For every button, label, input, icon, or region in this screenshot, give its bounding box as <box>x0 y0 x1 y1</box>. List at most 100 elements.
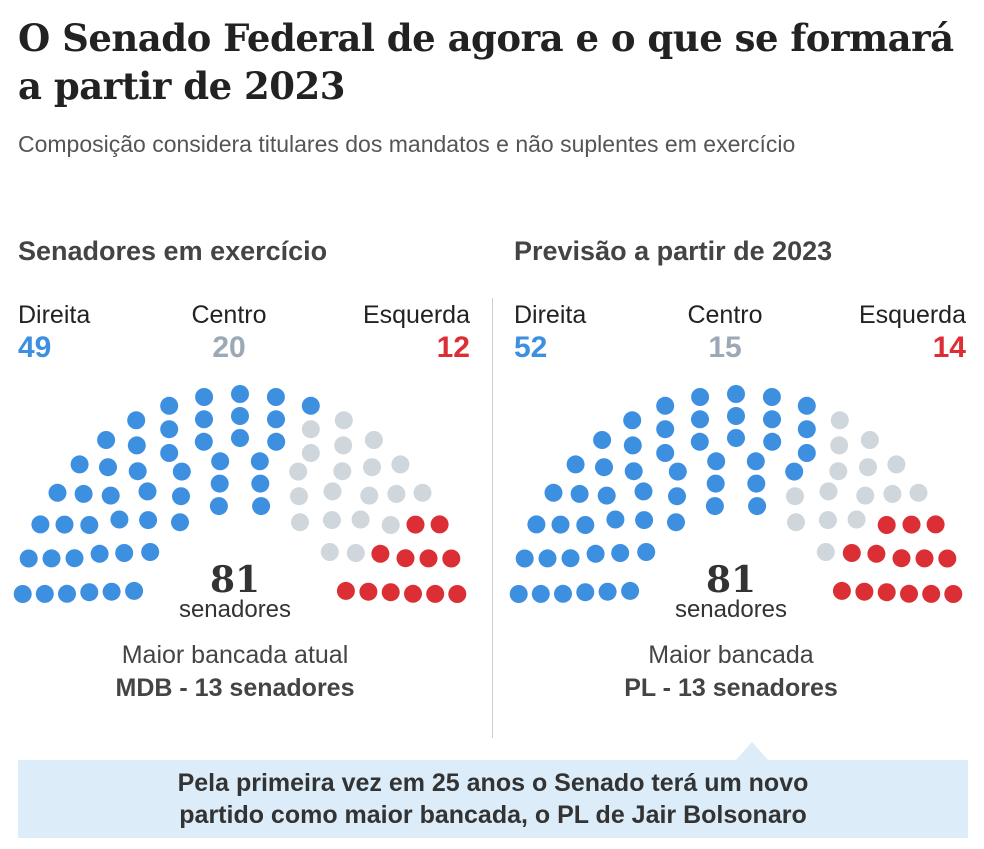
seat-esquerda <box>396 549 415 568</box>
panel-heading: Senadores em exercício <box>18 236 328 266</box>
seat-direita <box>65 549 84 568</box>
total-seats: 81 <box>705 559 757 601</box>
seat-direita <box>668 487 686 506</box>
seat-direita <box>509 585 528 603</box>
seat-direita <box>101 486 120 505</box>
seat-esquerda <box>381 583 400 602</box>
seat-direita <box>597 486 616 505</box>
page-subtitle: Composição considera titulares dos manda… <box>18 131 796 157</box>
total-seats: 81 <box>209 559 261 601</box>
seat-centro <box>883 484 902 503</box>
seat-centro <box>360 486 379 505</box>
seat-esquerda <box>902 515 921 534</box>
seat-esquerda <box>336 581 355 600</box>
seat-centro <box>291 513 309 532</box>
seat-direita <box>172 487 190 506</box>
seat-direita <box>634 482 653 501</box>
group-label: Esquerda <box>362 301 470 329</box>
seat-direita <box>623 436 642 455</box>
seat-esquerda <box>404 584 422 603</box>
seat-direita <box>595 458 613 477</box>
seat-esquerda <box>938 549 957 568</box>
seat-direita <box>561 549 580 568</box>
seat-esquerda <box>855 582 874 601</box>
parliament-chart-current <box>13 385 467 603</box>
seat-centro <box>387 484 406 503</box>
seat-direita <box>656 420 675 439</box>
seat-direita <box>515 549 534 568</box>
seat-direita <box>554 584 572 603</box>
seat-direita <box>763 410 781 429</box>
group-direita: Direita 49 <box>18 300 90 366</box>
group-count: 12 <box>436 331 470 364</box>
seat-direita <box>97 431 116 449</box>
seat-direita <box>706 474 725 493</box>
seat-centro <box>819 482 838 501</box>
seat-direita <box>621 581 640 600</box>
largest-party-value: MDB - 13 senadores <box>115 674 355 702</box>
group-count: 20 <box>212 331 246 364</box>
seat-centro <box>859 458 877 477</box>
seat-direita <box>127 411 146 430</box>
seat-direita <box>171 513 189 532</box>
seat-direita <box>125 581 144 600</box>
seat-direita <box>115 544 134 562</box>
seat-direita <box>593 431 612 449</box>
seat-esquerda <box>877 583 896 602</box>
seat-direita <box>763 432 782 451</box>
seat-esquerda <box>867 544 886 563</box>
seat-direita <box>90 544 109 563</box>
seat-direita <box>138 482 157 501</box>
group-count: 52 <box>514 331 548 364</box>
seat-direita <box>195 410 213 429</box>
seat-esquerda <box>426 584 445 603</box>
largest-party-label: Maior bancada atual <box>121 641 349 669</box>
seat-direita <box>209 497 228 516</box>
seat-direita <box>102 582 121 601</box>
seat-direita <box>611 544 630 562</box>
seat-direita <box>80 583 99 602</box>
seat-direita <box>31 515 50 534</box>
group-esquerda: Esquerda 12 <box>363 300 470 366</box>
seat-direita <box>194 432 213 451</box>
seat-direita <box>139 511 158 530</box>
seat-centro <box>830 411 849 430</box>
seat-direita <box>195 388 214 406</box>
group-count: 14 <box>932 331 966 364</box>
seat-direita <box>551 515 570 534</box>
group-label: Centro <box>191 301 267 329</box>
seat-direita <box>231 385 249 403</box>
seat-direita <box>527 515 546 534</box>
page-title: O Senado Federal de agora e o que se for… <box>18 16 954 108</box>
seat-direita <box>48 483 67 502</box>
seat-direita <box>538 549 557 568</box>
seat-direita <box>598 582 617 601</box>
seat-centro <box>856 486 875 505</box>
seat-direita <box>70 455 89 474</box>
group-count: 15 <box>708 331 742 364</box>
seat-direita <box>748 497 767 516</box>
seat-esquerda <box>359 582 378 601</box>
seat-centro <box>346 544 365 562</box>
seat-esquerda <box>922 584 941 603</box>
seat-direita <box>128 462 147 481</box>
seat-direita <box>623 411 642 430</box>
seat-direita <box>656 396 675 415</box>
parliament-chart-forecast <box>509 385 963 603</box>
seat-centro <box>301 420 320 439</box>
seat-centro <box>320 543 339 561</box>
seat-direita <box>127 436 146 455</box>
seat-direita <box>531 584 550 603</box>
group-label: Centro <box>687 301 763 329</box>
group-label: Direita <box>514 301 587 329</box>
callout-line: Pela primeira vez em 25 anos o Senado te… <box>177 769 809 797</box>
seat-direita <box>266 388 285 406</box>
seat-direita <box>267 432 286 451</box>
seat-direita <box>211 452 230 471</box>
seat-esquerda <box>430 515 449 534</box>
seat-centro <box>323 482 342 501</box>
seat-centro <box>334 411 353 430</box>
seat-centro <box>363 458 381 477</box>
seat-esquerda <box>944 585 963 603</box>
seat-direita <box>55 515 74 534</box>
